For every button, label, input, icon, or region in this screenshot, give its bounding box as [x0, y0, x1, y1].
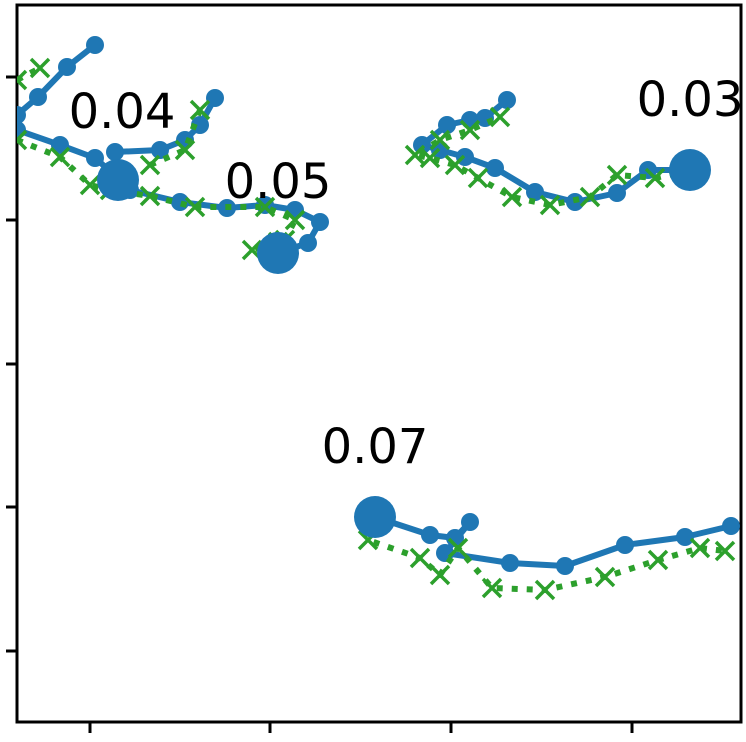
point: [486, 159, 504, 177]
point: [489, 106, 511, 128]
series-line: [374, 514, 732, 569]
point: [284, 209, 306, 231]
point: [447, 537, 469, 559]
point: [17, 106, 26, 124]
point: [616, 536, 634, 554]
point: [151, 141, 169, 159]
point: [539, 194, 561, 216]
start-point: [257, 232, 299, 274]
point: [17, 129, 28, 151]
point: [79, 174, 101, 196]
start-point: [669, 149, 711, 191]
point: [184, 196, 206, 218]
point: [404, 144, 426, 166]
point: [722, 517, 740, 535]
annotation: 0.04: [69, 84, 176, 140]
point: [17, 121, 26, 139]
point: [174, 139, 196, 161]
point: [429, 129, 451, 151]
point: [606, 164, 628, 186]
point: [534, 579, 556, 601]
point: [421, 526, 439, 544]
series-line: [17, 42, 97, 118]
point: [106, 143, 124, 161]
point: [647, 549, 669, 571]
point: [311, 213, 329, 231]
point: [86, 36, 104, 54]
point: [467, 167, 489, 189]
point: [459, 119, 481, 141]
point: [579, 186, 601, 208]
series-line: [365, 516, 726, 593]
point: [413, 136, 431, 154]
point: [481, 577, 503, 599]
point: [29, 57, 51, 79]
point: [689, 537, 711, 559]
point: [501, 554, 519, 572]
point: [139, 154, 161, 176]
point: [17, 69, 28, 91]
point: [409, 547, 431, 569]
point: [444, 154, 466, 176]
point: [608, 184, 626, 202]
point: [299, 234, 317, 252]
point: [58, 58, 76, 76]
point: [594, 566, 616, 588]
point: [498, 91, 516, 109]
annotation: 0.07: [322, 419, 429, 475]
point: [51, 136, 69, 154]
point: [526, 183, 544, 201]
start-point: [354, 496, 396, 538]
point: [644, 167, 666, 189]
point: [714, 540, 736, 562]
series-line: [412, 114, 691, 208]
point: [206, 89, 224, 107]
point: [139, 185, 161, 207]
point: [501, 186, 523, 208]
point: [438, 116, 456, 134]
point: [49, 146, 71, 168]
point: [86, 149, 104, 167]
point: [676, 528, 694, 546]
point: [189, 99, 211, 121]
annotation: 0.05: [225, 154, 332, 210]
start-point: [97, 159, 139, 201]
annotation: 0.03: [637, 72, 744, 128]
point: [461, 513, 479, 531]
point: [254, 196, 276, 218]
point: [29, 88, 47, 106]
point: [556, 557, 574, 575]
point: [429, 564, 451, 586]
